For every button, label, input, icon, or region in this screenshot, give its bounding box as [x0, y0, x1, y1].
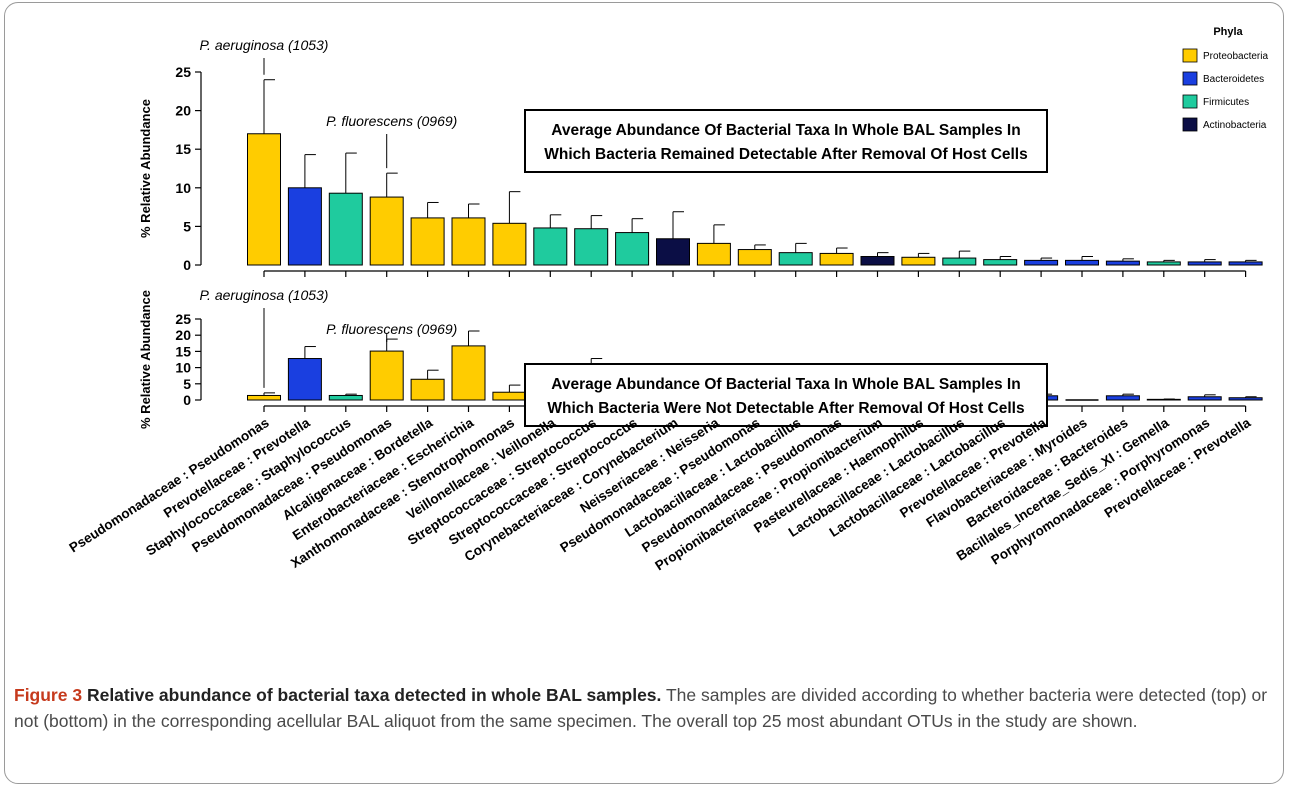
- legend-items: Proteobacteria Bacteroidetes Firmicutes Act…: [1182, 48, 1268, 132]
- chart-subtitle: Which Bacteria Were Not Detectable After…: [547, 400, 1024, 417]
- legend-label-bacteroidetes: Bacteroidetes: [1203, 74, 1264, 85]
- bar: [328, 192, 363, 266]
- bar: [369, 350, 404, 401]
- bar: [942, 257, 977, 266]
- annotation-label: P. fluorescens (0969): [326, 113, 457, 129]
- top-panel: 0 5 10 15 20 25 % Relative Abundance P. aerugin…: [138, 37, 1263, 277]
- bar: [737, 249, 772, 266]
- bar: [410, 378, 445, 401]
- bar: [451, 345, 486, 401]
- bar: [247, 133, 281, 266]
- bar: [778, 252, 813, 266]
- chart-title: Average Abundance Of Bacterial Taxa In W…: [551, 122, 1020, 139]
- bar: [1105, 260, 1140, 266]
- legend-swatch-firmicutes: [1182, 94, 1198, 109]
- bar: [1105, 395, 1140, 401]
- y-tick-label: 0: [183, 392, 191, 408]
- bar: [1228, 397, 1263, 401]
- y-tick-label: 25: [175, 64, 191, 80]
- y-tick-label: 25: [175, 311, 191, 327]
- y-tick-label: 5: [183, 376, 191, 392]
- bar: [1065, 259, 1099, 266]
- bar: [1187, 396, 1222, 401]
- bar: [1146, 261, 1181, 266]
- y-axis-label: % Relative Abundance: [138, 99, 153, 238]
- chart-title-box: [524, 363, 1048, 427]
- y-tick-label: 10: [175, 360, 191, 376]
- bar: [247, 394, 281, 401]
- bar: [328, 394, 363, 401]
- chart-subtitle: Which Bacteria Remained Detectable After…: [544, 146, 1028, 163]
- annotation-label: P. fluorescens (0969): [326, 321, 457, 337]
- bar: [369, 196, 404, 266]
- bar: [1187, 261, 1222, 266]
- annotation-label: P. aeruginosa (1053): [200, 287, 329, 303]
- y-tick-label: 5: [183, 218, 191, 234]
- phyla-legend: Phyla Proteobacteria Bacteroidetes Firmicu…: [1182, 26, 1268, 132]
- bar: [533, 227, 568, 266]
- y-tick-label: 20: [175, 103, 191, 119]
- x-axis-labels: Pseudomonadaceae : PseudomonasPrevotella…: [67, 415, 1254, 574]
- bar: [615, 232, 650, 266]
- caption-title: Relative abundance of bacterial taxa det…: [86, 685, 662, 705]
- bar: [410, 217, 445, 266]
- bar: [696, 242, 731, 266]
- bar: [1228, 261, 1263, 266]
- y-axis-label: % Relative Abundance: [138, 290, 153, 429]
- caption-text: The samples are divided according to whe…: [14, 685, 1268, 731]
- y-tick-label: 0: [183, 257, 191, 273]
- bar: [901, 256, 936, 266]
- legend-label-actinobacteria: Actinobacteria: [1203, 120, 1267, 131]
- legend-swatch-bacteroidetes: [1182, 71, 1198, 86]
- chart-title-box: [524, 109, 1048, 173]
- annotation-label: P. aeruginosa (1053): [200, 37, 329, 53]
- y-tick-label: 10: [175, 180, 191, 196]
- y-tick-label: 15: [175, 141, 191, 157]
- chart-title: Average Abundance Of Bacterial Taxa In W…: [551, 376, 1020, 393]
- legend-swatch-actinobacteria: [1182, 117, 1198, 132]
- bar: [819, 252, 854, 266]
- figure-frame: [4, 2, 1284, 784]
- bar: [656, 238, 690, 266]
- figure-caption: Figure 3 Relative abundance of bacterial…: [14, 682, 1269, 734]
- bar: [287, 187, 322, 266]
- bar: [574, 228, 609, 266]
- caption-label: Figure 3: [14, 685, 83, 705]
- bar: [1024, 259, 1059, 266]
- y-tick-label: 20: [175, 327, 191, 343]
- legend-label-proteobacteria: Proteobacteria: [1203, 51, 1268, 62]
- bar: [983, 259, 1018, 266]
- legend-label-firmicutes: Firmicutes: [1203, 97, 1249, 108]
- bar: [492, 391, 527, 401]
- bar: [492, 222, 527, 266]
- bar: [860, 256, 895, 266]
- bar: [287, 358, 322, 401]
- bar: [451, 217, 486, 266]
- legend-title: Phyla: [1213, 26, 1243, 38]
- y-tick-label: 15: [175, 343, 191, 359]
- legend-swatch-proteobacteria: [1182, 48, 1198, 63]
